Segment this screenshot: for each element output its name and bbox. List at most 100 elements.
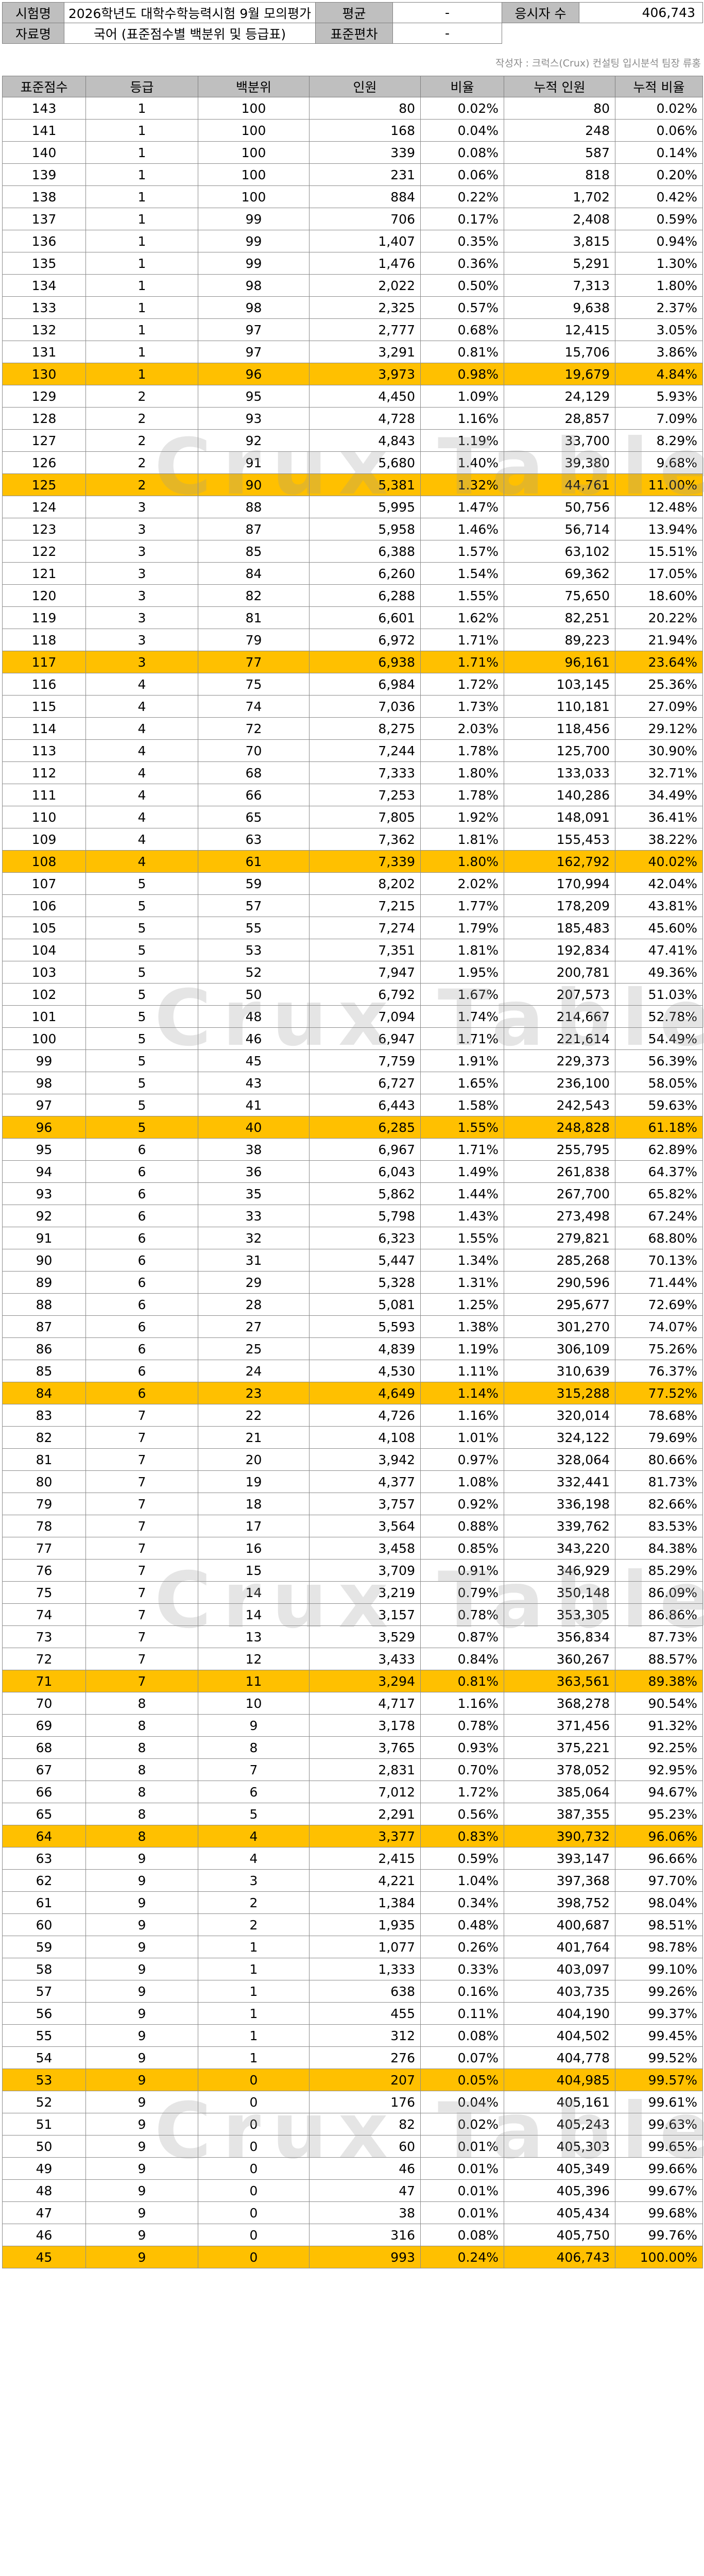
cell-percentile: 24 (198, 1360, 310, 1382)
cell-ratio: 0.22% (420, 185, 504, 208)
cell-count: 6,260 (309, 562, 421, 585)
cell-cumulative-ratio: 74.07% (615, 1315, 703, 1338)
cell-standard-score: 139 (2, 163, 86, 186)
cell-ratio: 0.98% (420, 363, 504, 385)
cell-cumulative-count: 336,198 (504, 1493, 615, 1515)
cell-cumulative-ratio: 92.25% (615, 1736, 703, 1759)
cell-ratio: 0.02% (420, 2113, 504, 2136)
table-row: 66 8 6 7,012 1.72% 385,064 94.67% (2, 1781, 703, 1803)
cell-ratio: 1.95% (420, 961, 504, 984)
cell-count: 176 (309, 2091, 421, 2113)
cell-cumulative-ratio: 56.39% (615, 1049, 703, 1072)
cell-grade: 9 (85, 2246, 198, 2268)
cell-ratio: 1.44% (420, 1182, 504, 1205)
cell-count: 38 (309, 2201, 421, 2224)
cell-standard-score: 89 (2, 1271, 86, 1294)
cell-cumulative-count: 50,756 (504, 496, 615, 518)
table-row: 137 1 99 706 0.17% 2,408 0.59% (2, 208, 703, 230)
cell-percentile: 1 (198, 1936, 310, 1958)
cell-standard-score: 81 (2, 1448, 86, 1471)
cell-count: 7,244 (309, 739, 421, 762)
cell-ratio: 0.83% (420, 1825, 504, 1848)
cell-cumulative-ratio: 94.67% (615, 1781, 703, 1803)
cell-percentile: 1 (198, 2046, 310, 2069)
cell-ratio: 1.49% (420, 1160, 504, 1183)
cell-percentile: 25 (198, 1337, 310, 1360)
cell-standard-score: 74 (2, 1603, 86, 1626)
table-row: 70 8 10 4,717 1.16% 368,278 90.54% (2, 1692, 703, 1715)
table-row: 128 2 93 4,728 1.16% 28,857 7.09% (2, 407, 703, 430)
cell-percentile: 3 (198, 1869, 310, 1892)
table-row: 46 9 0 316 0.08% 405,750 99.76% (2, 2224, 703, 2246)
cell-cumulative-count: 221,614 (504, 1027, 615, 1050)
cell-ratio: 0.56% (420, 1803, 504, 1825)
cell-grade: 4 (85, 806, 198, 828)
cell-cumulative-count: 207,573 (504, 983, 615, 1006)
cell-percentile: 28 (198, 1293, 310, 1316)
cell-standard-score: 66 (2, 1781, 86, 1803)
cell-cumulative-ratio: 99.37% (615, 2002, 703, 2025)
cell-cumulative-ratio: 0.06% (615, 119, 703, 142)
cell-count: 706 (309, 208, 421, 230)
cell-standard-score: 138 (2, 185, 86, 208)
table-row: 76 7 15 3,709 0.91% 346,929 85.29% (2, 1559, 703, 1582)
table-row: 136 1 99 1,407 0.35% 3,815 0.94% (2, 230, 703, 252)
cell-count: 5,798 (309, 1205, 421, 1227)
table-row: 47 9 0 38 0.01% 405,434 99.68% (2, 2201, 703, 2224)
cell-cumulative-ratio: 99.66% (615, 2157, 703, 2180)
cell-percentile: 72 (198, 717, 310, 740)
cell-cumulative-ratio: 49.36% (615, 961, 703, 984)
cell-standard-score: 104 (2, 939, 86, 961)
cell-ratio: 0.16% (420, 1980, 504, 2003)
table-row: 53 9 0 207 0.05% 404,985 99.57% (2, 2069, 703, 2091)
table-row: 58 9 1 1,333 0.33% 403,097 99.10% (2, 1958, 703, 1980)
table-row: 65 8 5 2,291 0.56% 387,355 95.23% (2, 1803, 703, 1825)
cell-ratio: 0.08% (420, 141, 504, 164)
cell-ratio: 1.72% (420, 1781, 504, 1803)
cell-ratio: 0.35% (420, 230, 504, 252)
cell-cumulative-ratio: 15.51% (615, 540, 703, 563)
cell-grade: 7 (85, 1493, 198, 1515)
cell-grade: 9 (85, 1980, 198, 2003)
cell-standard-score: 79 (2, 1493, 86, 1515)
cell-cumulative-count: 360,267 (504, 1648, 615, 1670)
table-row: 112 4 68 7,333 1.80% 133,033 32.71% (2, 761, 703, 784)
cell-cumulative-ratio: 27.09% (615, 695, 703, 718)
cell-standard-score: 113 (2, 739, 86, 762)
applicants-label: 응시자 수 (502, 2, 579, 23)
cell-cumulative-count: 363,561 (504, 1670, 615, 1692)
cell-grade: 6 (85, 1293, 198, 1316)
table-row: 143 1 100 80 0.02% 80 0.02% (2, 97, 703, 120)
std-dev-label: 표준편차 (315, 23, 393, 44)
cell-standard-score: 130 (2, 363, 86, 385)
cell-grade: 6 (85, 1382, 198, 1404)
cell-standard-score: 45 (2, 2246, 86, 2268)
cell-percentile: 7 (198, 1758, 310, 1781)
cell-standard-score: 103 (2, 961, 86, 984)
cell-count: 6,288 (309, 584, 421, 607)
cell-ratio: 1.08% (420, 1470, 504, 1493)
cell-cumulative-ratio: 38.22% (615, 828, 703, 851)
cell-percentile: 8 (198, 1736, 310, 1759)
cell-count: 7,253 (309, 784, 421, 806)
cell-cumulative-count: 405,349 (504, 2157, 615, 2180)
cell-count: 5,995 (309, 496, 421, 518)
cell-grade: 7 (85, 1448, 198, 1471)
table-row: 97 5 41 6,443 1.58% 242,543 59.63% (2, 1094, 703, 1116)
cell-grade: 3 (85, 651, 198, 673)
cell-standard-score: 126 (2, 451, 86, 474)
cell-grade: 1 (85, 363, 198, 385)
table-row: 54 9 1 276 0.07% 404,778 99.52% (2, 2046, 703, 2069)
cell-ratio: 1.34% (420, 1249, 504, 1272)
cell-cumulative-ratio: 7.09% (615, 407, 703, 430)
cell-percentile: 43 (198, 1072, 310, 1094)
cell-standard-score: 55 (2, 2024, 86, 2047)
cell-percentile: 92 (198, 429, 310, 452)
table-row: 68 8 8 3,765 0.93% 375,221 92.25% (2, 1736, 703, 1759)
cell-cumulative-count: 398,752 (504, 1891, 615, 1914)
cell-grade: 1 (85, 141, 198, 164)
cell-grade: 9 (85, 2179, 198, 2202)
cell-ratio: 0.01% (420, 2157, 504, 2180)
cell-cumulative-count: 328,064 (504, 1448, 615, 1471)
cell-count: 3,219 (309, 1581, 421, 1604)
